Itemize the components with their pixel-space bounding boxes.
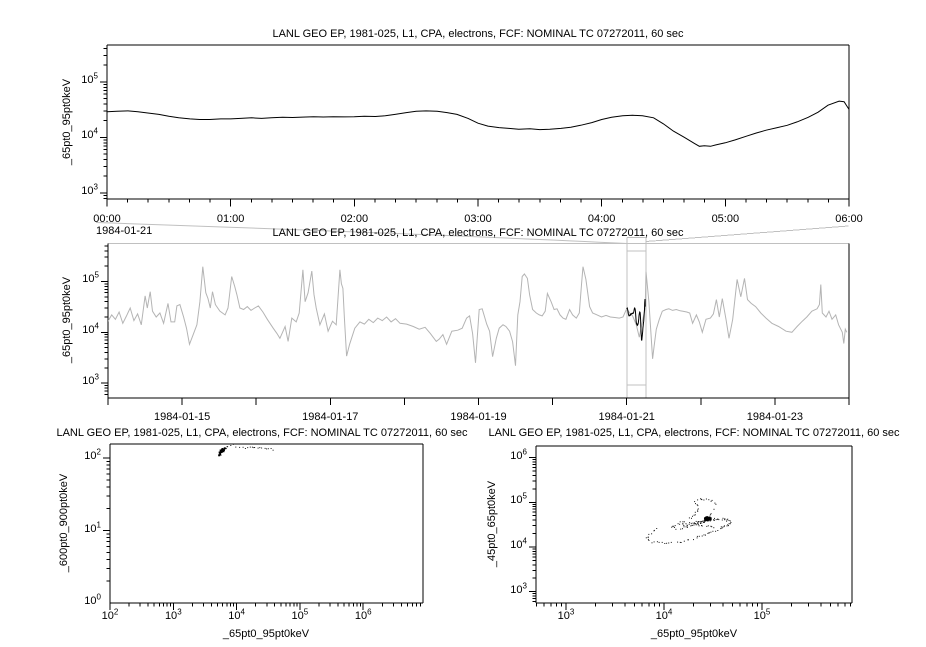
scatter-right-x-tick: 104: [655, 607, 673, 622]
scatter-right-y-tick: 104: [510, 536, 527, 551]
scatter-right-x-tick: 103: [557, 607, 575, 622]
scatter-left-x-tick: 104: [228, 607, 245, 622]
context-plot-y-tick: 104: [82, 321, 99, 337]
scatter-left-xlabel: _65pt0_95pt0keV: [222, 628, 310, 640]
top-plot-time-tick: 02:00: [340, 213, 369, 225]
scatter-left-y-tick: 100: [84, 592, 101, 607]
scatter-left-x-tick: 103: [164, 607, 182, 622]
zoom-connector-lines: [95, 222, 849, 244]
scatter-left-x-tick: 106: [354, 607, 372, 622]
context-plot-y-tick: 105: [82, 270, 99, 286]
context-plot-title: LANL GEO EP, 1981-025, L1, CPA, electron…: [272, 227, 684, 239]
scatter-left-plot: [103, 443, 424, 610]
context-selection-box[interactable]: [626, 237, 647, 399]
context-plot-date-tick: 1984-01-17: [302, 411, 359, 423]
scatter-right-plot: [529, 445, 853, 610]
context-plot-area[interactable]: [108, 244, 849, 399]
top-plot-area[interactable]: [107, 45, 849, 199]
top-plot-time-tick: 00:00: [93, 213, 121, 225]
context-plot-ylabel: _65pt0_95pt0keV: [61, 276, 73, 364]
scatter-left-y-tick: 101: [84, 519, 101, 535]
context-plot: [101, 243, 850, 405]
top-plot-title: LANL GEO EP, 1981-025, L1, CPA, electron…: [272, 28, 684, 40]
scatter-right-y-tick: 105: [510, 491, 527, 507]
context-plot-date-tick: 1984-01-19: [450, 411, 507, 423]
scatter-right-x-tick: 105: [753, 607, 771, 622]
scatter-left-title: LANL GEO EP, 1981-025, L1, CPA, electron…: [56, 427, 468, 439]
context-plot-date-tick: 1984-01-23: [746, 411, 804, 423]
scatter-left-plot-area[interactable]: [110, 444, 423, 603]
scatter-right-plot-area[interactable]: [536, 446, 852, 603]
top-plot-time-tick: 05:00: [711, 213, 740, 225]
scatter-right-y-tick: 103: [510, 581, 527, 596]
context-plot-date-tick: 1984-01-15: [153, 411, 211, 423]
scatter-left-ylabel: _600pt0_900pt0keV: [58, 473, 70, 573]
top-plot-ylabel: _65pt0_95pt0keV: [61, 78, 73, 166]
scatter-left-y-tick: 102: [84, 447, 101, 462]
top-plot-time-tick: 03:00: [464, 213, 492, 225]
top-plot-time-tick: 06:00: [835, 213, 863, 225]
scatter-right-title: LANL GEO EP, 1981-025, L1, CPA, electron…: [488, 427, 900, 439]
scatter-left-x-tick: 102: [101, 607, 119, 622]
top-plot-date-label: 1984-01-21: [96, 225, 153, 237]
scatter-right-xlabel: _65pt0_95pt0keV: [650, 628, 738, 640]
top-plot-y-tick: 104: [81, 126, 98, 142]
context-plot-date-tick: 1984-01-21: [598, 411, 655, 423]
top-plot-y-tick: 105: [81, 71, 98, 86]
top-plot-time-tick: 01:00: [216, 213, 245, 225]
context-plot-y-tick: 103: [82, 372, 99, 388]
top-plot-y-tick: 103: [81, 182, 98, 197]
scatter-left-x-tick: 105: [291, 607, 309, 622]
scatter-right-y-tick: 106: [510, 446, 527, 462]
top-plot-time-tick: 04:00: [587, 213, 616, 225]
top-plot: [100, 44, 850, 207]
